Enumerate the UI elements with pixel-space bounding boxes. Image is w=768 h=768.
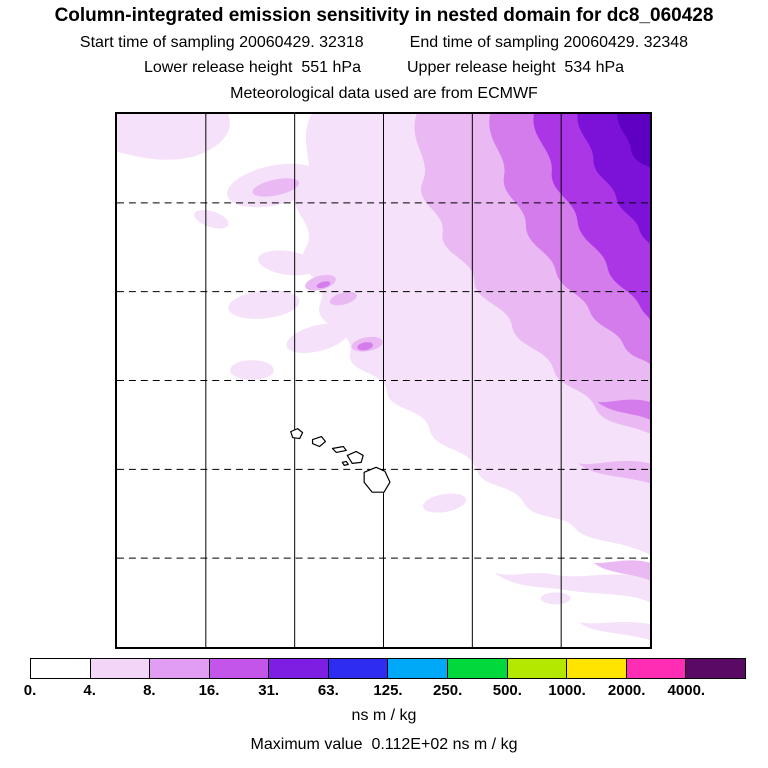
colorbar-segment bbox=[387, 659, 448, 678]
colorbar-tick-label: 250. bbox=[433, 682, 463, 699]
plume-patch bbox=[228, 290, 300, 319]
island-outline bbox=[363, 466, 391, 493]
upper-release-text: Upper release height 534 hPa bbox=[407, 59, 625, 76]
colorbar-segment bbox=[208, 659, 269, 678]
colorbar-segment bbox=[506, 659, 567, 678]
colorbar-tick-label: 4. bbox=[83, 682, 96, 699]
plume-patch bbox=[329, 291, 357, 306]
plume-patch bbox=[194, 209, 229, 229]
grid-lines bbox=[117, 114, 650, 647]
island-outlines bbox=[290, 428, 391, 493]
colorbar-ticks: 0. 4. 8. 16. 31. 63. 125. 250. 500. 1000. 2000. 400… bbox=[24, 682, 746, 702]
colorbar-segment bbox=[327, 659, 388, 678]
met-source-line: Meteorological data used are from ECMWF bbox=[230, 85, 538, 102]
plume-layer-light-streak bbox=[578, 460, 650, 484]
plume-patch bbox=[252, 178, 300, 197]
plume-layer-pale-streak bbox=[578, 621, 650, 641]
plume-patch bbox=[230, 360, 274, 381]
plume-layer-pale-corner bbox=[117, 114, 230, 160]
start-time-text: Start time of sampling 20060429. 32318 bbox=[79, 34, 364, 51]
end-time-text: End time of sampling 20060429. 32348 bbox=[409, 34, 689, 51]
colorbar-segment bbox=[31, 659, 90, 678]
island-outline bbox=[290, 428, 304, 440]
colorbar-segment bbox=[268, 659, 328, 678]
colorbar-tick-label: 16. bbox=[198, 682, 220, 699]
plume-patch bbox=[316, 281, 331, 289]
colorbar-tick-label: 4000. bbox=[667, 682, 706, 699]
colorbar-tick-label: 63. bbox=[317, 682, 339, 699]
plume-patch bbox=[422, 493, 467, 513]
colorbar-units: ns m / kg bbox=[351, 707, 417, 724]
plume-patch bbox=[357, 342, 373, 351]
island-outline bbox=[341, 460, 349, 466]
plume-layer-darkest-corner bbox=[617, 114, 650, 168]
colorbar-tick-label: 500. bbox=[492, 682, 522, 699]
plume-patch bbox=[258, 250, 318, 276]
colorbar-tick-label: 2000. bbox=[607, 682, 646, 699]
colorbar bbox=[30, 658, 746, 679]
island-outline bbox=[311, 435, 327, 448]
plume-layer-light-streak bbox=[593, 560, 650, 581]
plume-layer-pale-streak bbox=[494, 572, 650, 603]
colorbar-segment bbox=[685, 659, 745, 678]
colorbar-segment bbox=[566, 659, 626, 678]
plume-patch bbox=[349, 271, 397, 302]
colorbar-segment bbox=[447, 659, 507, 678]
plume-patch bbox=[286, 323, 349, 354]
plume-layer-medium-streak bbox=[597, 399, 650, 420]
release-heights-line: Lower release height 551 hPa Upper relea… bbox=[0, 59, 768, 77]
colorbar-tick-label: 8. bbox=[143, 682, 156, 699]
island-outline bbox=[331, 445, 347, 454]
figure-title: Column-integrated emission sensitivity i… bbox=[54, 5, 714, 26]
lower-release-text: Lower release height 551 hPa bbox=[143, 59, 361, 76]
colorbar-segment bbox=[89, 659, 150, 678]
map-canvas bbox=[117, 114, 650, 647]
colorbar-tick-label: 125. bbox=[373, 682, 403, 699]
plume-patch bbox=[313, 214, 374, 248]
colorbar-tick-label: 1000. bbox=[548, 682, 586, 699]
colorbar-segment bbox=[149, 659, 209, 678]
colorbar-segment bbox=[625, 659, 686, 678]
island-outline bbox=[346, 450, 364, 464]
colorbar-tick-label: 0. bbox=[23, 682, 37, 699]
max-value-line: Maximum value 0.112E+02 ns m / kg bbox=[250, 736, 518, 753]
map-plot bbox=[115, 112, 652, 649]
colorbar-tick-label: 31. bbox=[258, 682, 280, 699]
plume-patch bbox=[540, 592, 571, 605]
sampling-times-line: Start time of sampling 20060429. 32318 E… bbox=[0, 34, 768, 52]
